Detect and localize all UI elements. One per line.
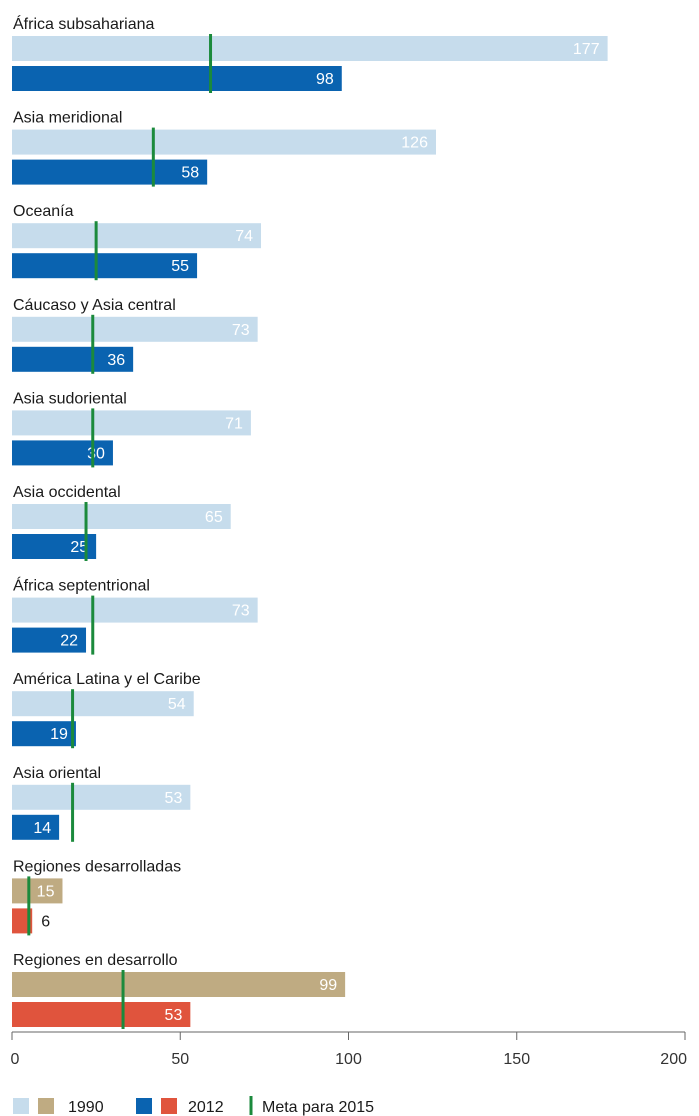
bar-1990 <box>12 129 436 155</box>
value-label-1990: 99 <box>319 977 337 994</box>
bar-1990 <box>12 223 262 249</box>
bar-2012 <box>12 814 60 840</box>
value-label-2012: 14 <box>33 820 51 837</box>
value-label-1990: 65 <box>205 509 223 526</box>
region-label: América Latina y el Caribe <box>13 671 201 688</box>
region-label: Regiones desarrolladas <box>13 858 181 875</box>
x-tick-label: 50 <box>171 1051 189 1068</box>
x-tick-label: 100 <box>335 1051 362 1068</box>
bar-1990 <box>12 784 191 810</box>
region-label: Asia meridional <box>13 110 122 127</box>
region-label: Regiones en desarrollo <box>13 952 178 969</box>
legend-swatch-2012-regional <box>136 1098 152 1114</box>
bar-2012 <box>12 721 76 747</box>
value-label-2012: 98 <box>316 71 334 88</box>
value-label-1990: 54 <box>168 696 186 713</box>
region-label: Cáucaso y Asia central <box>13 297 176 314</box>
bar-1990 <box>12 504 231 529</box>
bar-2012 <box>12 1002 191 1027</box>
region-label: África subsahariana <box>13 14 155 33</box>
x-tick-label: 150 <box>503 1051 530 1068</box>
bar-1990 <box>12 410 251 436</box>
value-label-1990: 73 <box>232 322 250 339</box>
bar-1990 <box>12 691 194 717</box>
region-label: Asia sudoriental <box>13 390 127 407</box>
bar-1990 <box>12 36 608 61</box>
legend-label-target: Meta para 2015 <box>262 1099 374 1116</box>
value-label-2012: 25 <box>70 539 88 556</box>
value-label-2012: 55 <box>171 258 189 275</box>
value-label-2012: 36 <box>107 352 125 369</box>
bar-1990 <box>12 316 258 342</box>
value-label-2012: 19 <box>50 726 68 743</box>
value-label-1990: 126 <box>401 135 428 152</box>
value-label-1990: 177 <box>573 41 600 58</box>
bar-1990 <box>12 878 63 904</box>
value-label-1990: 73 <box>232 603 250 620</box>
region-label: Asia occidental <box>13 484 121 501</box>
value-label-1990: 71 <box>225 415 243 432</box>
bar-2012 <box>12 253 198 279</box>
value-label-2012: 53 <box>165 1007 183 1024</box>
value-label-2012: 30 <box>87 445 105 462</box>
value-label-1990: 53 <box>165 790 183 807</box>
bar-1990 <box>12 597 258 623</box>
bar-2012 <box>12 346 134 372</box>
value-label-2012: 58 <box>181 165 199 182</box>
legend-swatch-2012-aggregate <box>161 1098 177 1114</box>
region-label: Asia oriental <box>13 765 101 782</box>
region-label: África septentrional <box>13 576 150 595</box>
bar-2012 <box>12 627 87 653</box>
value-label-1990: 15 <box>37 883 55 900</box>
bar-1990 <box>12 972 346 997</box>
value-label-2012: 22 <box>60 633 78 650</box>
bar-2012 <box>12 440 113 466</box>
legend-swatch-1990-regional <box>13 1098 29 1114</box>
bar-2012 <box>12 66 342 91</box>
x-tick-label: 200 <box>660 1051 687 1068</box>
bar-2012 <box>12 159 208 185</box>
region-label: Oceanía <box>13 203 74 220</box>
bar-2012 <box>12 908 33 934</box>
x-tick-label: 0 <box>11 1051 20 1068</box>
value-label-1990: 74 <box>235 228 253 245</box>
legend-swatch-1990-aggregate <box>38 1098 54 1114</box>
legend-label-2012: 2012 <box>188 1099 224 1116</box>
value-label-2012: 6 <box>41 913 50 930</box>
legend-label-1990: 1990 <box>68 1099 104 1116</box>
bar-2012 <box>12 534 97 559</box>
